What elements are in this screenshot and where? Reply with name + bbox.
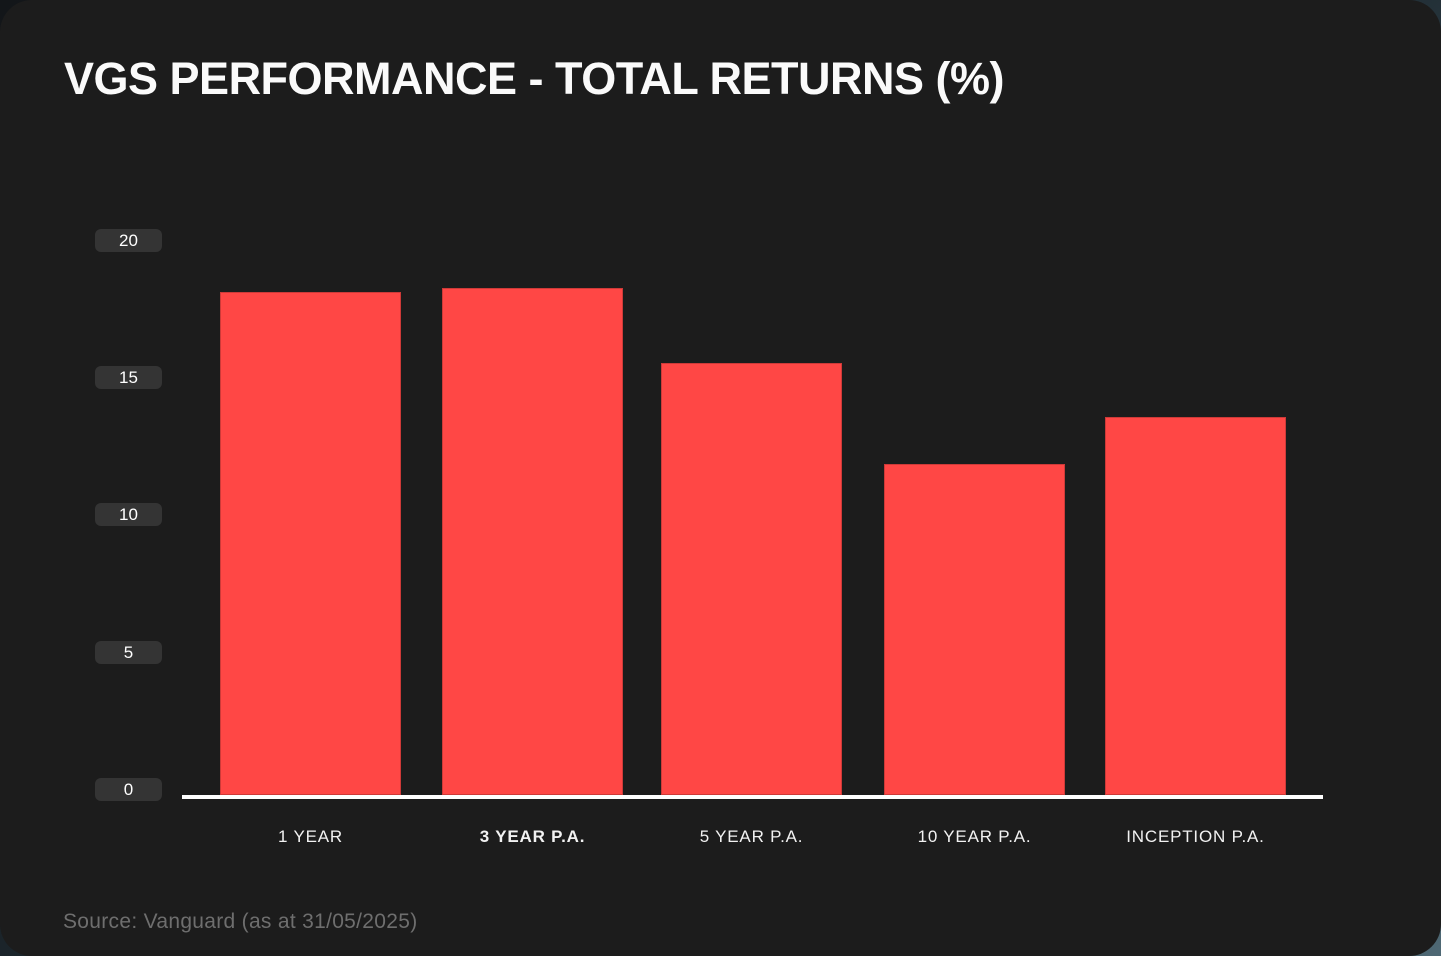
source-note: Source: Vanguard (as at 31/05/2025) — [63, 910, 418, 933]
y-tick-badge: 20 — [95, 228, 162, 252]
x-axis-label: 1 YEAR — [278, 827, 343, 846]
y-tick-badge: 10 — [95, 503, 162, 527]
y-tick-badge: 0 — [95, 778, 162, 801]
bar — [442, 288, 623, 795]
x-axis-label: INCEPTION P.A. — [1126, 827, 1265, 846]
bar — [1105, 417, 1286, 795]
bar — [220, 292, 401, 795]
x-axis-label: 3 YEAR P.A. — [479, 827, 586, 846]
x-axis-label: 5 YEAR P.A. — [699, 827, 804, 846]
bar — [884, 464, 1065, 795]
x-axis-line — [182, 795, 1323, 799]
bar — [661, 363, 842, 795]
y-tick-badge: 15 — [95, 366, 162, 390]
y-tick-badge: 5 — [95, 640, 162, 664]
chart-title: VGS PERFORMANCE - TOTAL RETURNS (%) — [64, 53, 1005, 104]
x-axis-label: 10 YEAR P.A. — [917, 827, 1032, 846]
